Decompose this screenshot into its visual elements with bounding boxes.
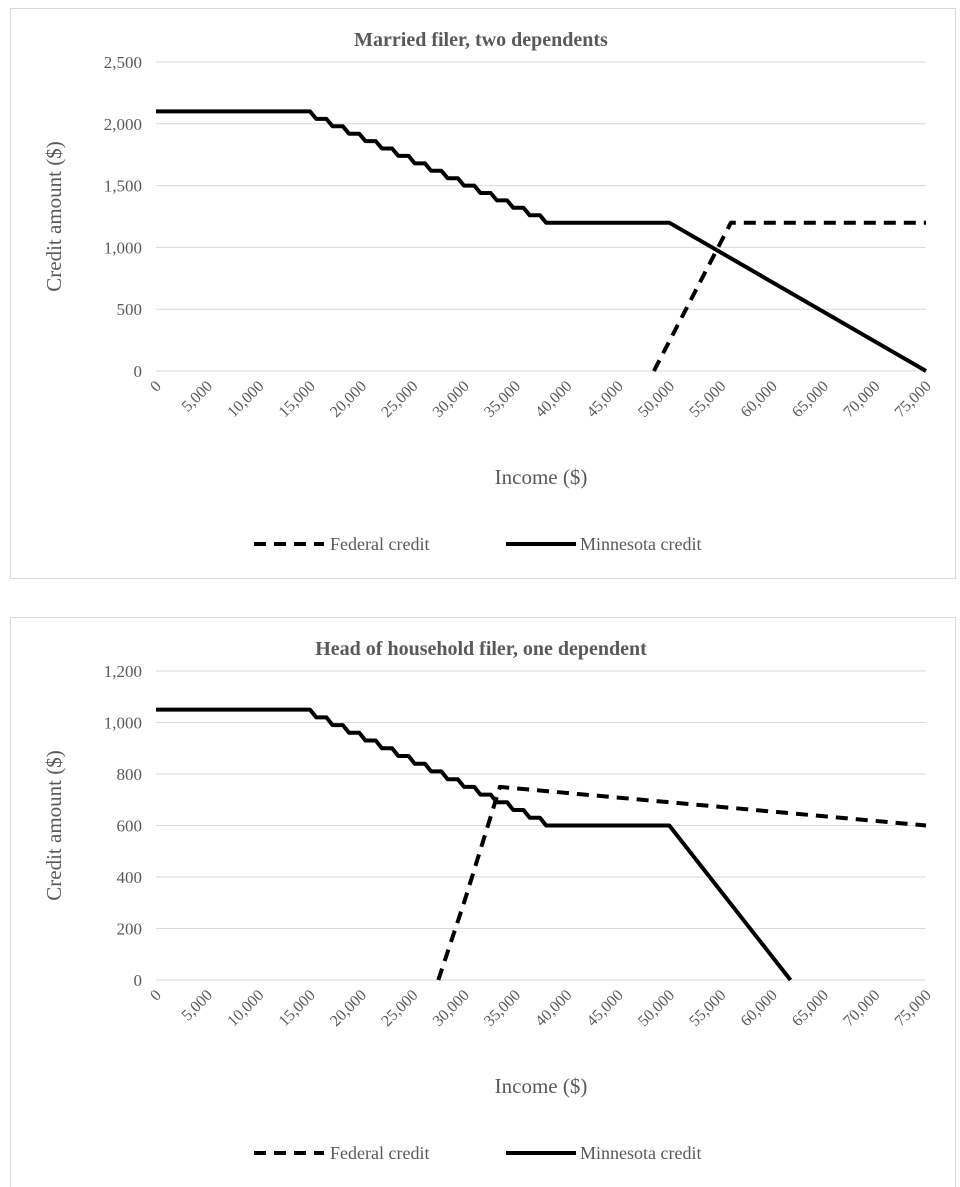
x-tick-label: 60,000 xyxy=(738,378,781,421)
x-tick-label: 35,000 xyxy=(481,987,524,1030)
x-tick-label: 55,000 xyxy=(686,378,729,421)
x-tick-label: 20,000 xyxy=(327,378,370,421)
legend-label: Federal credit xyxy=(330,1143,429,1163)
legend-label: Minnesota credit xyxy=(580,534,701,554)
y-tick-label: 200 xyxy=(117,920,143,939)
x-axis-label: Income ($) xyxy=(495,465,588,489)
x-tick-label: 40,000 xyxy=(532,987,575,1030)
y-tick-label: 800 xyxy=(117,765,143,784)
married-chart-svg: Married filer, two dependents 0 500 1,000 1,… xyxy=(42,29,935,554)
chart-panel-married: Married filer, two dependents 0 500 1,000 1,… xyxy=(10,8,956,579)
x-tick-label: 40,000 xyxy=(532,378,575,421)
x-tick-label: 30,000 xyxy=(430,987,473,1030)
head-of-household-chart-svg: Head of household filer, one dependent 0 2… xyxy=(42,638,935,1163)
x-tick-label: 65,000 xyxy=(789,987,832,1030)
x-tick-label: 45,000 xyxy=(584,378,627,421)
x-tick-label: 50,000 xyxy=(635,378,678,421)
chart-panel-head-of-household: Head of household filer, one dependent 0 2… xyxy=(10,617,956,1187)
x-tick-label: 25,000 xyxy=(378,378,421,421)
federal-credit-line xyxy=(652,220,926,372)
x-tick-label: 55,000 xyxy=(686,987,729,1030)
x-tick-label: 75,000 xyxy=(892,987,935,1030)
x-tick-label: 30,000 xyxy=(430,378,473,421)
legend-label: Federal credit xyxy=(330,534,429,554)
y-tick-label: 0 xyxy=(134,971,143,990)
x-tick-label: 75,000 xyxy=(892,378,935,421)
x-tick-label: 45,000 xyxy=(584,987,627,1030)
y-axis-label: Credit amount ($) xyxy=(42,750,66,900)
y-axis-label: Credit amount ($) xyxy=(42,141,66,291)
x-tick-label: 65,000 xyxy=(789,378,832,421)
minnesota-credit-line xyxy=(156,109,928,373)
y-tick-label: 1,000 xyxy=(104,238,142,257)
minnesota-credit-line xyxy=(156,707,793,982)
x-axis-label: Income ($) xyxy=(495,1074,588,1098)
x-tick-label: 60,000 xyxy=(738,987,781,1030)
chart-title: Married filer, two dependents xyxy=(354,29,608,51)
x-tick-label: 15,000 xyxy=(276,987,319,1030)
y-tick-label: 2,000 xyxy=(104,115,142,134)
x-tick-label: 10,000 xyxy=(224,378,267,421)
x-tick-label: 10,000 xyxy=(224,987,267,1030)
x-tick-label: 50,000 xyxy=(635,987,678,1030)
x-tick-label: 0 xyxy=(147,987,165,1005)
x-tick-label: 0 xyxy=(147,378,165,396)
y-tick-label: 600 xyxy=(117,817,143,836)
x-tick-label: 70,000 xyxy=(840,378,883,421)
y-tick-label: 500 xyxy=(117,300,143,319)
legend-label: Minnesota credit xyxy=(580,1143,701,1163)
federal-credit-line xyxy=(436,784,927,981)
x-tick-label: 35,000 xyxy=(481,378,524,421)
x-tick-label: 25,000 xyxy=(378,987,421,1030)
x-tick-label: 15,000 xyxy=(276,378,319,421)
y-tick-label: 400 xyxy=(117,868,143,887)
x-tick-label: 20,000 xyxy=(327,987,370,1030)
x-tick-label: 5,000 xyxy=(179,987,216,1024)
y-tick-label: 0 xyxy=(134,362,143,381)
chart-title: Head of household filer, one dependent xyxy=(315,638,647,660)
y-tick-label: 2,500 xyxy=(104,53,142,72)
x-tick-label: 5,000 xyxy=(179,378,216,415)
y-tick-label: 1,200 xyxy=(104,662,142,681)
y-tick-label: 1,000 xyxy=(104,714,142,733)
y-tick-label: 1,500 xyxy=(104,177,142,196)
x-tick-label: 70,000 xyxy=(840,987,883,1030)
